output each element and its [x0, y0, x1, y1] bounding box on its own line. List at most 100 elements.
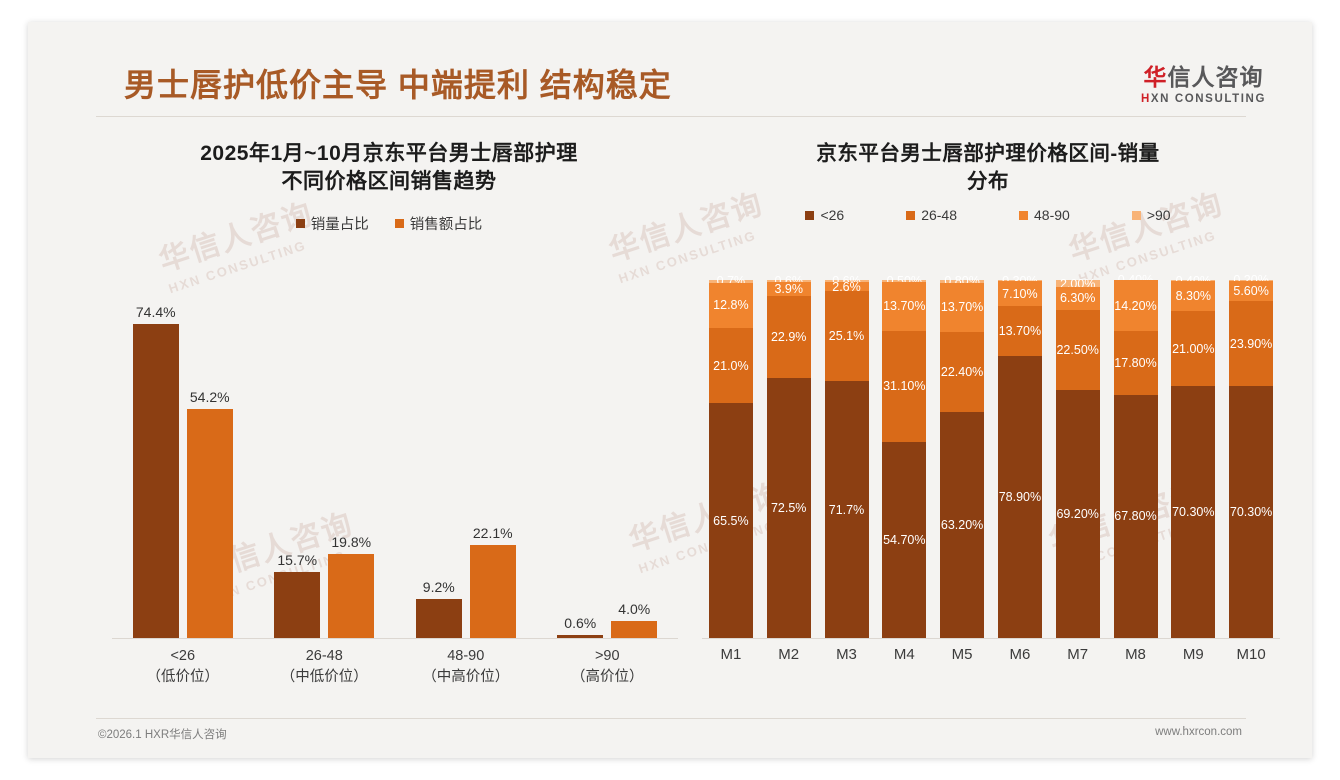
stack-segment[interactable]: 67.80% [1113, 394, 1158, 638]
segment-value-label: 6.30% [1059, 291, 1096, 306]
stacked-bar[interactable]: 0.30%7.10%13.70%78.90% [997, 274, 1042, 638]
stack-segment[interactable]: 70.30% [1171, 386, 1216, 638]
chart-panel-right: 京东平台男士唇部护理价格区间-销量 分布 <26 26-48 48-90 >90… [688, 140, 1288, 710]
stack-segment[interactable]: 22.40% [940, 331, 985, 413]
stacked-bar-plot-area: 0.7% 12.8% 21.0% 65.5% 0.6% 3.9% 22.9% 72.5% 0.6… [702, 273, 1280, 639]
bar-fill [557, 635, 604, 638]
legend-item-under-26[interactable]: <26 [805, 207, 844, 223]
legend-label: >90 [1146, 207, 1171, 224]
stacked-bar[interactable]: 2.00% 6.30% 22.50% 69.20% [1055, 277, 1100, 638]
legend-item-26-48[interactable]: 26-48 [906, 207, 957, 223]
stack-segment[interactable]: 17.80% [1113, 331, 1158, 395]
bar-value-label: 22.1% [472, 524, 513, 541]
bar-fill [469, 544, 516, 638]
segment-value-label: 70.30% [1229, 505, 1273, 520]
stacked-bar[interactable]: 0.40%8.30%21.00%70.30% [1171, 274, 1216, 638]
stack-segment[interactable]: 13.70% [940, 282, 985, 332]
segment-value-label: 3.9% [774, 282, 803, 297]
stack-segment[interactable]: 2.6% [824, 279, 869, 294]
stack-segment[interactable]: 21.0% [708, 328, 753, 404]
stacked-bar[interactable]: 0.6% 3.9% 22.9% 72.5% [766, 274, 811, 638]
stack-segment[interactable]: 13.70% [882, 281, 927, 331]
logo-accent-char: 华 [1143, 64, 1168, 90]
stacked-bar-chart: 0.7% 12.8% 21.0% 65.5% 0.6% 3.9% 22.9% 72.5% 0.6… [688, 273, 1288, 690]
legend-label: 48-90 [1034, 207, 1070, 224]
stack-segment[interactable]: 25.1% [824, 291, 869, 382]
legend-swatch [295, 218, 305, 228]
bar-value-label: 74.4% [135, 303, 176, 320]
right-chart-title-line2: 分布 [967, 169, 1009, 193]
segment-value-label: 7.10% [1002, 286, 1038, 301]
stack-segment[interactable]: 70.30% [1229, 386, 1274, 638]
legend-item-over-90[interactable]: >90 [1131, 207, 1171, 224]
x-axis-category-label: <26 （低价位） [112, 646, 254, 688]
bar[interactable]: 4.0% [611, 601, 658, 638]
stack-segment[interactable]: 12.8% [708, 282, 753, 329]
legend-item-48-90[interactable]: 48-90 [1019, 207, 1070, 223]
segment-value-label: 71.7% [828, 502, 865, 517]
footer-copyright: ©2026.1 HXR华信人咨询 [98, 729, 227, 741]
segment-value-label: 70.30% [1172, 505, 1215, 520]
stack-segment[interactable]: 71.7% [824, 381, 869, 638]
legend-swatch [1131, 210, 1141, 220]
stack-segment[interactable]: 22.50% [1055, 309, 1100, 391]
stack-segment[interactable]: 78.90% [997, 355, 1042, 638]
stack-segment[interactable]: 6.30% [1055, 287, 1100, 310]
stack-segment[interactable]: 31.10% [882, 330, 927, 443]
bar[interactable]: 74.4% [132, 304, 179, 638]
stacked-bar[interactable]: 0.6% 2.6% 25.1% 71.7% [824, 274, 869, 638]
stack-segment[interactable]: 7.10% [997, 281, 1042, 307]
segment-value-label: 54.70% [883, 533, 926, 548]
stack-segment[interactable]: 8.30% [1171, 281, 1216, 312]
bar[interactable]: 22.1% [469, 525, 516, 638]
stacked-bar[interactable]: 0.50%13.70%31.10%54.70% [882, 274, 927, 638]
segment-value-label: 22.40% [940, 364, 984, 379]
logo-chinese: 华信人咨询 [1141, 64, 1266, 90]
stack-segment[interactable]: 3.9% [766, 282, 811, 297]
bar[interactable]: 9.2% [415, 579, 462, 638]
x-axis-month-label: M2 [778, 646, 800, 663]
legend-label: 销量占比 [310, 216, 369, 233]
footer-divider [96, 718, 1246, 719]
stack-segment[interactable]: 72.5% [766, 378, 811, 638]
legend-label: 26-48 [921, 207, 957, 224]
slide-header: 男士唇护低价主导 中端提利 结构稳定 华信人咨询 HXN CONSULTING [28, 60, 1312, 126]
bar[interactable]: 54.2% [186, 389, 233, 638]
segment-value-label: 2.6% [832, 279, 861, 294]
bar[interactable]: 19.8% [328, 534, 375, 638]
legend-item-sales-amount[interactable]: 销售额占比 [394, 213, 482, 234]
segment-value-label: 72.5% [770, 500, 807, 515]
stack-segment[interactable]: 2.00% [1055, 277, 1100, 291]
segment-value-label: 22.50% [1056, 342, 1099, 357]
bar[interactable]: 0.6% [557, 615, 604, 638]
slide-canvas: 华信人咨询 HXN CONSULTING 华信人咨询 HXN CONSULTIN… [28, 22, 1312, 758]
stack-segment[interactable]: 13.70% [997, 306, 1042, 356]
bar-fill [274, 571, 321, 638]
segment-value-label: 78.90% [998, 489, 1042, 504]
stack-segment[interactable]: 21.00% [1171, 311, 1216, 387]
bar[interactable]: 15.7% [274, 552, 321, 638]
grouped-bar-chart: 74.4% 54.2% 15.7% 19.8% 9.2% 22.1% 0.6% 4.0% <2… [94, 300, 684, 690]
stack-segment[interactable]: 14.20% [1113, 280, 1158, 332]
x-axis-month-label: M7 [1067, 646, 1089, 663]
segment-value-label: 25.1% [828, 329, 865, 344]
stacked-bar[interactable]: 0.40%14.20%17.80%67.80% [1113, 273, 1158, 638]
stacked-bar[interactable]: 0.7% 12.8% 21.0% 65.5% [708, 274, 753, 638]
segment-value-label: 5.60% [1233, 283, 1269, 298]
stack-segment[interactable]: 54.70% [882, 442, 927, 638]
stack-segment[interactable]: 69.20% [1055, 390, 1100, 638]
stack-segment[interactable]: 5.60% [1229, 280, 1274, 301]
stacked-bar[interactable]: 0.20%5.60%23.90%70.30% [1229, 273, 1274, 638]
stack-segment[interactable]: 65.5% [708, 403, 753, 638]
bar-fill [611, 621, 658, 638]
stack-segment[interactable]: 22.9% [766, 296, 811, 379]
right-chart-title-line1: 京东平台男士唇部护理价格区间-销量 [816, 142, 1160, 165]
x-axis-month-label: M5 [951, 646, 973, 663]
legend-item-sales-volume[interactable]: 销量占比 [295, 213, 369, 234]
stack-segment[interactable]: 63.20% [940, 412, 985, 639]
bar-value-label: 54.2% [189, 389, 230, 406]
footer-website: www.hxrcon.com [1155, 726, 1242, 738]
stack-segment[interactable]: 23.90% [1229, 300, 1274, 387]
stacked-bar[interactable]: 0.80% 13.70% 22.40% 63.20% [940, 274, 985, 639]
x-axis-month-labels: M1 M2 M3 M4 M5 M6 M7 M8 M9 M10 [702, 646, 1280, 674]
